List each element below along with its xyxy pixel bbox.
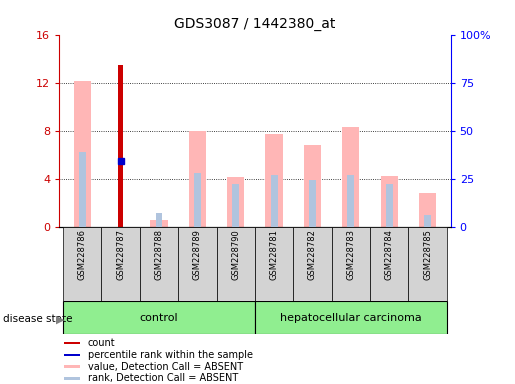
FancyBboxPatch shape (101, 227, 140, 301)
Bar (156, 213, 162, 227)
Text: disease state: disease state (3, 314, 72, 324)
FancyBboxPatch shape (332, 227, 370, 301)
Text: GSM228786: GSM228786 (78, 229, 87, 280)
Text: value, Detection Call = ABSENT: value, Detection Call = ABSENT (88, 362, 243, 372)
Bar (79, 152, 85, 227)
Text: GSM228788: GSM228788 (154, 229, 163, 280)
Text: percentile rank within the sample: percentile rank within the sample (88, 350, 253, 360)
Bar (265, 134, 283, 227)
Text: rank, Detection Call = ABSENT: rank, Detection Call = ABSENT (88, 374, 238, 384)
Text: control: control (140, 313, 178, 323)
FancyBboxPatch shape (408, 227, 447, 301)
Bar (271, 175, 278, 227)
Bar (386, 184, 392, 227)
FancyBboxPatch shape (140, 227, 178, 301)
Bar (342, 127, 359, 227)
Bar (232, 184, 239, 227)
Bar (381, 176, 398, 227)
Bar (74, 81, 91, 227)
Bar (348, 175, 354, 227)
Bar (424, 215, 431, 227)
Text: GSM228785: GSM228785 (423, 229, 432, 280)
Text: ▶: ▶ (56, 314, 64, 324)
FancyBboxPatch shape (294, 227, 332, 301)
FancyBboxPatch shape (255, 227, 294, 301)
FancyBboxPatch shape (178, 227, 216, 301)
Text: GSM228783: GSM228783 (347, 229, 355, 280)
FancyBboxPatch shape (63, 227, 101, 301)
Bar (64, 366, 80, 368)
Text: GSM228787: GSM228787 (116, 229, 125, 280)
FancyBboxPatch shape (63, 301, 255, 334)
Text: GSM228781: GSM228781 (270, 229, 279, 280)
Text: GSM228789: GSM228789 (193, 229, 202, 280)
Bar (118, 65, 123, 227)
Text: count: count (88, 338, 115, 348)
FancyBboxPatch shape (370, 227, 408, 301)
Text: GSM228782: GSM228782 (308, 229, 317, 280)
Bar (309, 180, 316, 227)
Bar (227, 177, 245, 227)
Bar (194, 173, 201, 227)
Text: hepatocellular carcinoma: hepatocellular carcinoma (280, 313, 422, 323)
Bar (188, 131, 206, 227)
Bar (64, 377, 80, 380)
Bar (304, 145, 321, 227)
Bar (150, 220, 167, 227)
Title: GDS3087 / 1442380_at: GDS3087 / 1442380_at (174, 17, 336, 31)
FancyBboxPatch shape (216, 227, 255, 301)
Bar (419, 193, 436, 227)
FancyBboxPatch shape (255, 301, 447, 334)
Bar (64, 354, 80, 356)
Bar (64, 342, 80, 344)
Text: GSM228784: GSM228784 (385, 229, 394, 280)
Text: GSM228790: GSM228790 (231, 229, 240, 280)
